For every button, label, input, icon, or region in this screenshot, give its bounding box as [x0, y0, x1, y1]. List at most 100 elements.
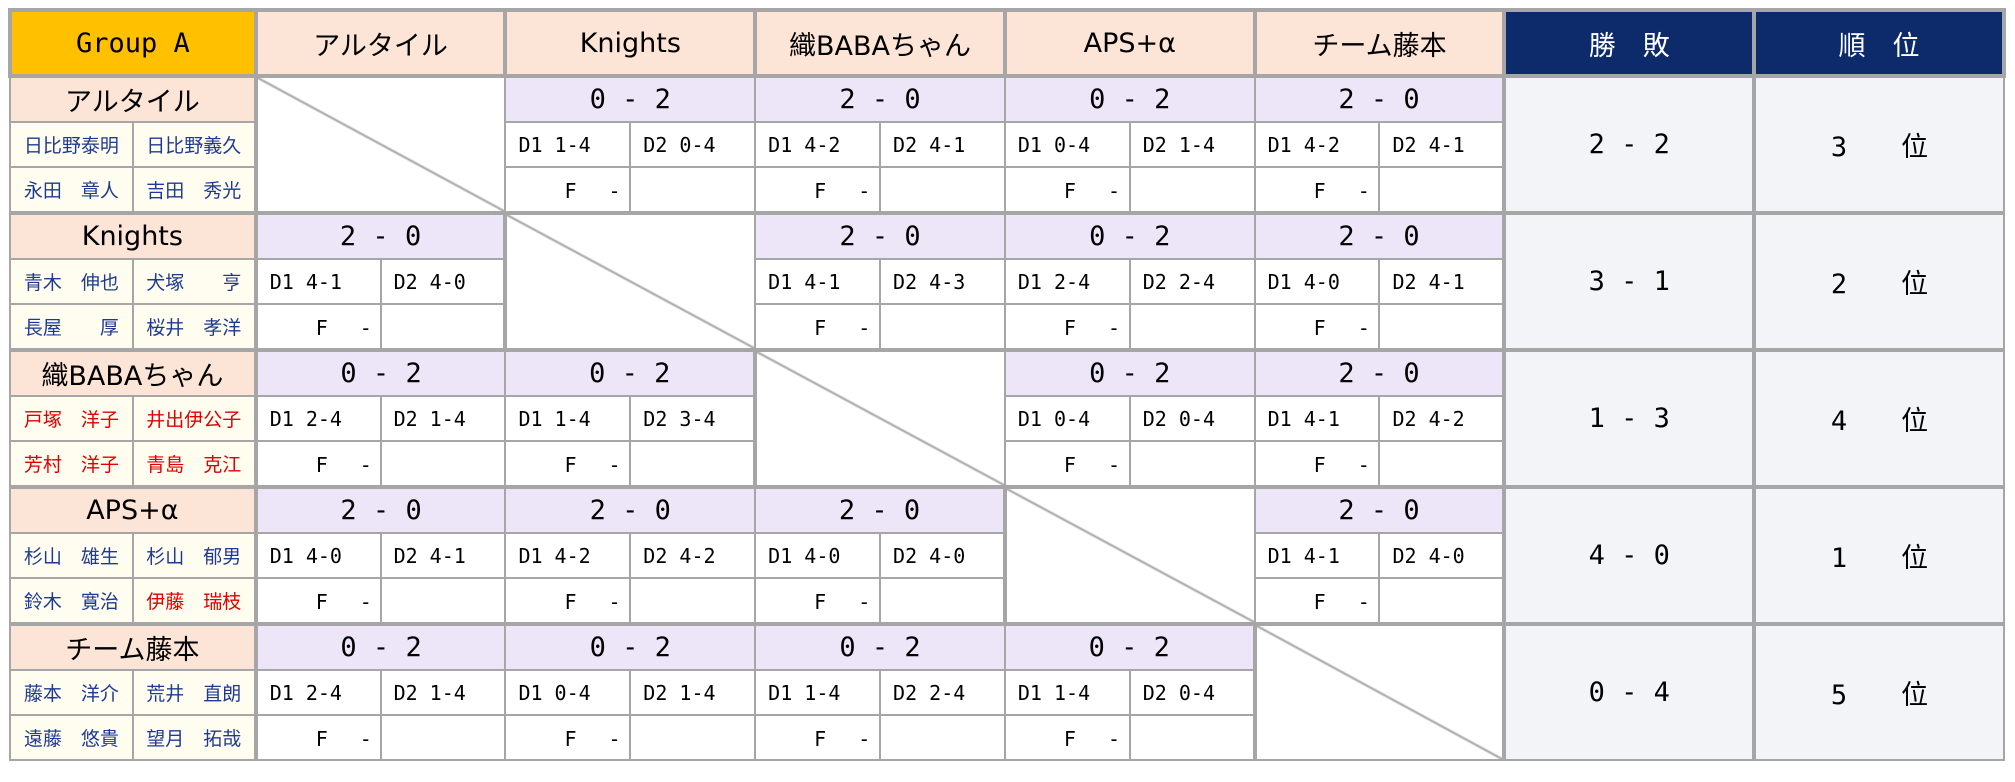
table-row: 青木 伸也 犬塚 亨 D1 4-1 D2 4-0 D1 4-1 D2 4-3 D1 2-4 D… — [9, 258, 2004, 305]
match-score: 0 - 2 — [504, 74, 757, 123]
player: 犬塚 亨 — [131, 258, 257, 305]
empty-cell — [1378, 440, 1506, 488]
final: F - — [253, 440, 382, 488]
doubles-1: D1 2-4 — [253, 395, 382, 442]
record: 0 - 4 — [1502, 622, 1756, 761]
rank: 4 位 — [1752, 348, 2005, 488]
player: 伊藤 瑞枝 — [131, 577, 257, 625]
doubles-1: D1 4-1 — [253, 258, 382, 305]
empty-cell — [629, 440, 757, 488]
player: 井出伊公子 — [131, 395, 257, 442]
final: F - — [1003, 166, 1131, 214]
doubles-1: D1 4-1 — [1253, 395, 1381, 442]
doubles-1: D1 1-4 — [504, 395, 632, 442]
rank: 1 位 — [1752, 485, 2005, 625]
player: 鈴木 寛治 — [9, 577, 134, 625]
player: 長屋 厚 — [9, 303, 134, 351]
player: 青木 伸也 — [9, 258, 134, 305]
match-score: 2 - 0 — [1253, 348, 1506, 397]
doubles-2: D2 4-2 — [629, 532, 757, 579]
rank-header: 順 位 — [1752, 8, 2006, 78]
empty-cell — [1128, 714, 1256, 761]
match-score: 2 - 0 — [1253, 74, 1506, 123]
doubles-1: D1 4-0 — [1253, 258, 1381, 305]
final: F - — [1003, 440, 1131, 488]
final: F - — [1003, 714, 1131, 761]
final: F - — [1253, 303, 1381, 351]
player: 望月 拓哉 — [131, 714, 257, 761]
empty-cell — [379, 577, 507, 625]
empty-cell — [1128, 303, 1256, 351]
empty-cell — [879, 714, 1006, 761]
match-score: 0 - 2 — [1003, 622, 1256, 671]
doubles-1: D1 0-4 — [504, 669, 632, 716]
empty-cell — [379, 714, 507, 761]
doubles-2: D2 4-0 — [1378, 532, 1506, 579]
team-header: アルタイル — [253, 8, 508, 78]
match-score: 2 - 0 — [253, 485, 507, 534]
match-score: 0 - 2 — [1003, 74, 1256, 123]
match-score: 0 - 2 — [253, 348, 507, 397]
match-score: 0 - 2 — [504, 622, 757, 671]
table-row: 芳村 洋子 青島 克江 F -F -F -F - — [9, 440, 2004, 488]
table-row: 日比野泰明 日比野義久 D1 1-4 D2 0-4 D1 4-2 D2 4-1 D1 0-4… — [9, 121, 2004, 168]
team-header: Knights — [503, 8, 758, 78]
final: F - — [754, 166, 882, 214]
doubles-2: D2 1-4 — [379, 669, 507, 716]
doubles-1: D1 1-4 — [1003, 669, 1131, 716]
match-score: 2 - 0 — [1253, 211, 1506, 260]
rank: 3 位 — [1752, 74, 2005, 214]
doubles-1: D1 4-0 — [754, 532, 882, 579]
empty-cell — [1128, 166, 1256, 214]
final: F - — [504, 714, 632, 761]
player: 日比野義久 — [131, 121, 257, 168]
player: 桜井 孝洋 — [131, 303, 257, 351]
diagonal-cell — [753, 348, 1006, 488]
match-score: 0 - 2 — [754, 622, 1006, 671]
doubles-2: D2 0-4 — [1128, 669, 1256, 716]
diagonal-cell — [1002, 485, 1256, 625]
doubles-1: D1 1-4 — [754, 669, 882, 716]
table-row: 杉山 雄生 杉山 郁男 D1 4-0 D2 4-1 D1 4-2 D2 4-2 D1 4-0… — [9, 532, 2004, 579]
record: 3 - 1 — [1502, 211, 1756, 351]
match-score: 0 - 2 — [504, 348, 757, 397]
doubles-2: D2 4-1 — [1378, 121, 1506, 168]
doubles-2: D2 4-0 — [879, 532, 1006, 579]
table-row: 遠藤 悠貴 望月 拓哉 F -F -F -F - — [9, 714, 2004, 761]
rank: 5 位 — [1752, 622, 2005, 761]
record: 1 - 3 — [1502, 348, 1756, 488]
final: F - — [253, 714, 382, 761]
doubles-1: D1 4-0 — [253, 532, 382, 579]
record-header: 勝 敗 — [1502, 8, 1757, 78]
team-header: 織BABAちゃん — [753, 8, 1007, 78]
player: 日比野泰明 — [9, 121, 134, 168]
empty-cell — [379, 440, 507, 488]
empty-cell — [379, 303, 507, 351]
doubles-1: D1 4-2 — [504, 532, 632, 579]
league-table: Group A アルタイル Knights 織BABAちゃん APS+α チーム藤本勝 敗… — [8, 8, 2006, 761]
doubles-1: D1 0-4 — [1003, 121, 1131, 168]
final: F - — [1253, 440, 1381, 488]
team-name: Knights — [9, 211, 257, 260]
final: F - — [754, 714, 882, 761]
player: 永田 章人 — [9, 166, 134, 214]
player: 吉田 秀光 — [131, 166, 257, 214]
team-name: 織BABAちゃん — [9, 348, 257, 397]
doubles-2: D2 1-4 — [379, 395, 507, 442]
final: F - — [504, 440, 632, 488]
player: 芳村 洋子 — [9, 440, 134, 488]
player: 青島 克江 — [131, 440, 257, 488]
doubles-2: D2 3-4 — [629, 395, 757, 442]
empty-cell — [1128, 440, 1256, 488]
table-row: Group A アルタイル Knights 織BABAちゃん APS+α チーム藤本勝 敗… — [8, 8, 2006, 78]
match-score: 2 - 0 — [1253, 485, 1506, 534]
doubles-1: D1 1-4 — [504, 121, 632, 168]
player: 戸塚 洋子 — [9, 395, 134, 442]
doubles-2: D2 1-4 — [1128, 121, 1256, 168]
